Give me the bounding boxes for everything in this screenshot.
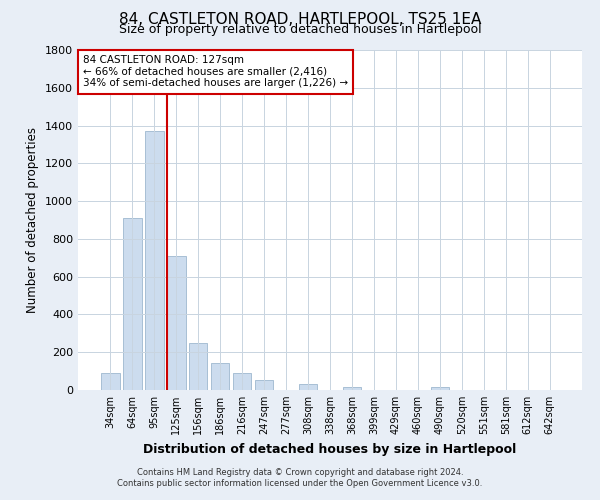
Text: Contains HM Land Registry data © Crown copyright and database right 2024.
Contai: Contains HM Land Registry data © Crown c… [118,468,482,487]
Y-axis label: Number of detached properties: Number of detached properties [26,127,40,313]
Text: 84, CASTLETON ROAD, HARTLEPOOL, TS25 1EA: 84, CASTLETON ROAD, HARTLEPOOL, TS25 1EA [119,12,481,28]
X-axis label: Distribution of detached houses by size in Hartlepool: Distribution of detached houses by size … [143,442,517,456]
Bar [189,343,208,390]
Bar [343,387,361,390]
Text: Size of property relative to detached houses in Hartlepool: Size of property relative to detached ho… [119,22,481,36]
Text: 84 CASTLETON ROAD: 127sqm
← 66% of detached houses are smaller (2,416)
34% of se: 84 CASTLETON ROAD: 127sqm ← 66% of detac… [83,55,348,88]
Bar [431,387,449,390]
Bar [233,373,251,390]
Bar [167,256,185,390]
Bar [299,384,317,390]
Bar [211,362,229,390]
Bar [255,380,274,390]
Bar [145,131,164,390]
Bar [123,218,142,390]
Bar [101,373,119,390]
